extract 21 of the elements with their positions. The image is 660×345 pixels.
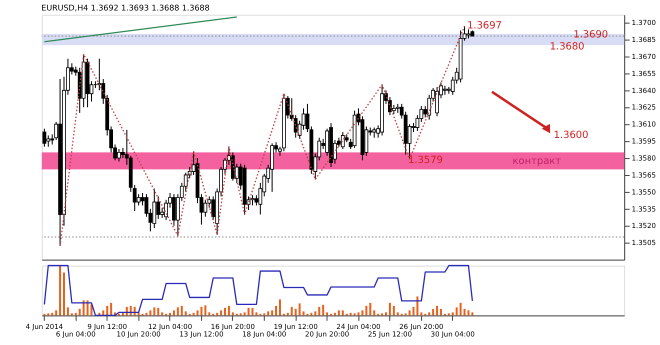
candlestick (117, 148, 121, 162)
candlestick (203, 199, 208, 218)
chart-title: EURUSD,H4 1.3692 1.3693 1.3688 1.3688 (41, 4, 210, 13)
candlestick (270, 142, 274, 192)
candlestick (152, 188, 156, 228)
annotation: 1.3600 (554, 130, 588, 142)
band-label: контракт (512, 156, 562, 167)
candlestick (42, 128, 46, 148)
candlestick (211, 196, 216, 221)
candlestick (396, 103, 400, 114)
candlestick (372, 127, 376, 138)
candlestick (392, 104, 396, 115)
annotation: 1.3690 (573, 30, 608, 41)
candlestick (172, 194, 176, 226)
candlestick (466, 28, 470, 39)
annotation: 1.3680 (550, 42, 584, 53)
candlestick (435, 86, 439, 117)
annotation: 1.3697 (467, 20, 502, 32)
annotation: 1.3579 (408, 155, 443, 166)
candlestick (46, 134, 50, 148)
line-series (59, 25, 466, 247)
